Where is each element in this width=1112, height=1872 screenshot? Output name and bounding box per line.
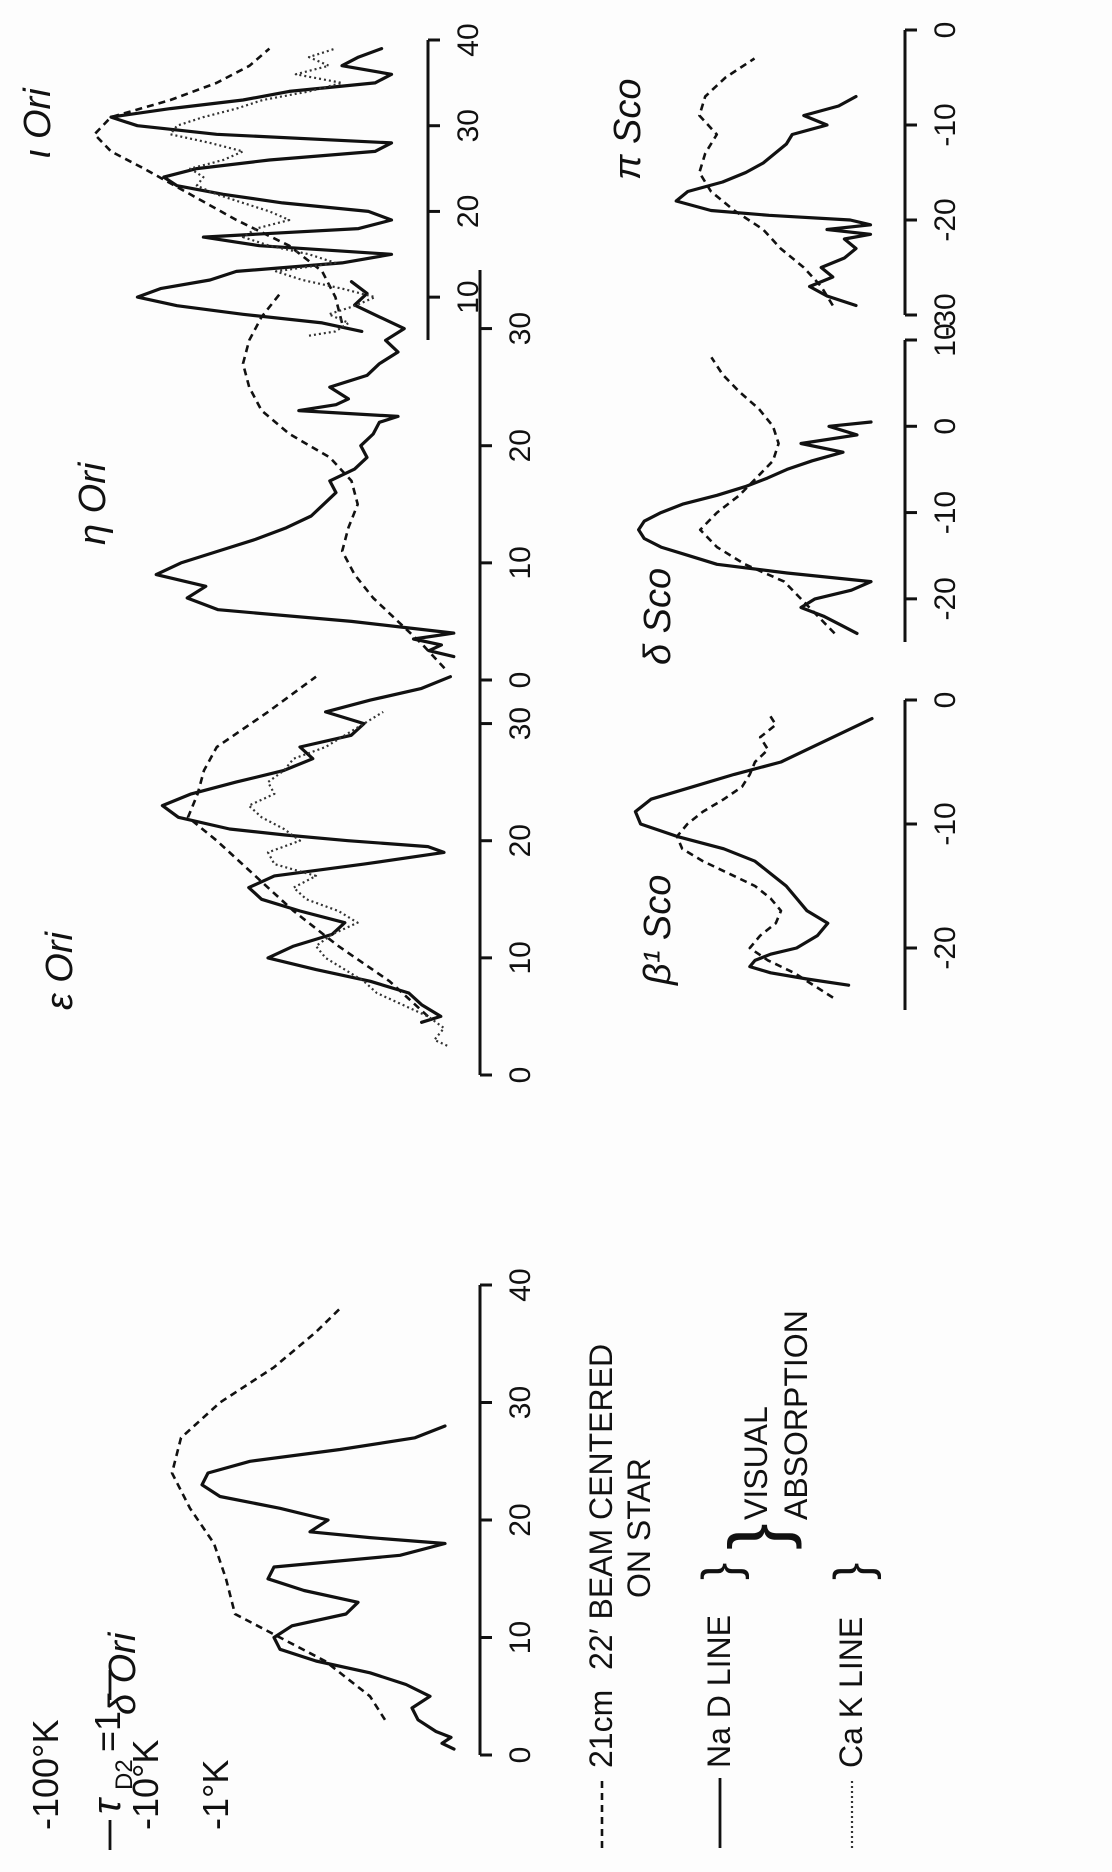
series-line-ca-k-line — [169, 47, 377, 337]
tick-label: -10 — [929, 491, 962, 534]
panel-title: η Ori — [72, 461, 114, 545]
tick-label: -10 — [929, 802, 962, 845]
legend-brace-top: } — [692, 1563, 750, 1580]
series-line-na-d-line — [160, 675, 452, 1024]
series-line-ca-k-line — [247, 710, 448, 1047]
panel-title: δ Sco — [637, 568, 679, 665]
panel-title: δ Ori — [102, 1631, 144, 1715]
chart-panel-2: 0 10 20 30 η Ori — [72, 270, 537, 688]
chart-panel-0: 0 10 20 30 40 δ Ori — [102, 1268, 537, 1763]
chart-panel-5: -20 -10 0 10 δ Sco — [636, 323, 962, 665]
tick-label: 0 — [929, 692, 962, 709]
series-line-21cm — [170, 1307, 387, 1721]
series-line-21cm — [675, 711, 834, 999]
series-line-21cm — [698, 356, 836, 635]
tick-label: 10 — [504, 941, 537, 974]
tick-label: -30 — [929, 293, 962, 336]
legend-group-label-absorption: ABSORPTION — [778, 1310, 814, 1520]
legend-brace-bottom: } — [824, 1563, 882, 1580]
tick-label: 40 — [452, 23, 485, 56]
tick-label: -20 — [929, 198, 962, 241]
panel-title: β¹ Sco — [637, 875, 679, 986]
series-line-na-d-line — [154, 280, 456, 659]
chart-panel-1: 0 10 20 30 ε Ori — [39, 665, 537, 1083]
legend-label-ca-k: Ca K LINE — [833, 1617, 869, 1768]
legend-label-21cm: 21cm — [583, 1690, 619, 1768]
tick-label: 10 — [929, 323, 962, 356]
tick-label: 0 — [929, 22, 962, 39]
legend-row-ca-k: Ca K LINE } — [824, 1563, 882, 1848]
tick-label: 10 — [452, 280, 485, 313]
tick-label: 10 — [504, 546, 537, 579]
chart-panel-6: -30 -20 -10 0 π Sco — [607, 22, 962, 337]
tick-label: -20 — [929, 926, 962, 969]
tick-label: 10 — [504, 1621, 537, 1654]
legend-label-na-d: Na D LINE — [701, 1615, 737, 1768]
legend-brace-group: } — [713, 1523, 802, 1550]
tau-symbol: τ — [85, 1796, 129, 1814]
legend: 21cm 22′ BEAM CENTERED ON STAR Na D LINE… — [583, 1310, 882, 1848]
legend-group-label-visual: VISUAL — [738, 1406, 774, 1520]
series-line-21cm — [698, 57, 834, 307]
tick-label: 20 — [504, 429, 537, 462]
tick-label: 20 — [504, 1503, 537, 1536]
chart-panel-3: 10 20 30 40 ι Ori — [17, 23, 485, 340]
tick-label: -20 — [929, 577, 962, 620]
tick-label: 40 — [504, 1268, 537, 1301]
chart-panels: 0 10 20 30 40 δ Ori 0 10 20 30 ε Ori 0 10 20 30 η Ori 10… — [17, 22, 962, 1764]
temperature-label-1: -1°K — [195, 1760, 236, 1830]
chart-panel-4: -20 -10 0 β¹ Sco — [633, 692, 962, 1010]
tick-label: 20 — [504, 824, 537, 857]
series-line-21cm — [241, 292, 446, 670]
tick-label: 0 — [929, 418, 962, 435]
tick-label: -10 — [929, 103, 962, 146]
temperature-scale: -100°K -10°K -1°K τ D2 =1 — [25, 1670, 236, 1850]
series-line-na-d-line — [674, 94, 873, 308]
tick-label: 30 — [504, 707, 537, 740]
tick-label: 0 — [504, 1067, 537, 1084]
tick-label: 30 — [504, 312, 537, 345]
panel-title: ι Ori — [17, 87, 59, 158]
series-line-21cm — [186, 675, 429, 1018]
series-line-na-d-line — [109, 46, 394, 333]
series-line-na-d-line — [636, 420, 873, 636]
panel-title: π Sco — [607, 79, 649, 181]
legend-row-21cm: 21cm 22′ BEAM CENTERED ON STAR — [583, 1344, 657, 1848]
tick-label: 20 — [452, 195, 485, 228]
tick-label: 30 — [452, 109, 485, 142]
tau-label: τ D2 =1 — [85, 1670, 138, 1850]
legend-description-21cm-2: ON STAR — [621, 1458, 657, 1598]
panel-title: ε Ori — [39, 931, 81, 1010]
series-line-21cm — [93, 47, 344, 324]
legend-group-label: } VISUAL ABSORPTION — [713, 1310, 814, 1550]
tau-subscript: D2 — [111, 1759, 138, 1790]
tick-label: 0 — [504, 672, 537, 689]
legend-row-na-d: Na D LINE } — [692, 1563, 750, 1848]
series-line-na-d-line — [633, 716, 874, 987]
temperature-label-10: -10°K — [125, 1740, 166, 1830]
tick-label: 30 — [504, 1386, 537, 1419]
legend-description-21cm: 22′ BEAM CENTERED — [583, 1344, 619, 1670]
temperature-label-100: -100°K — [25, 1720, 66, 1830]
tick-label: 0 — [504, 1747, 537, 1764]
tau-value: =1 — [87, 1711, 128, 1752]
series-line-na-d-line — [200, 1424, 456, 1751]
